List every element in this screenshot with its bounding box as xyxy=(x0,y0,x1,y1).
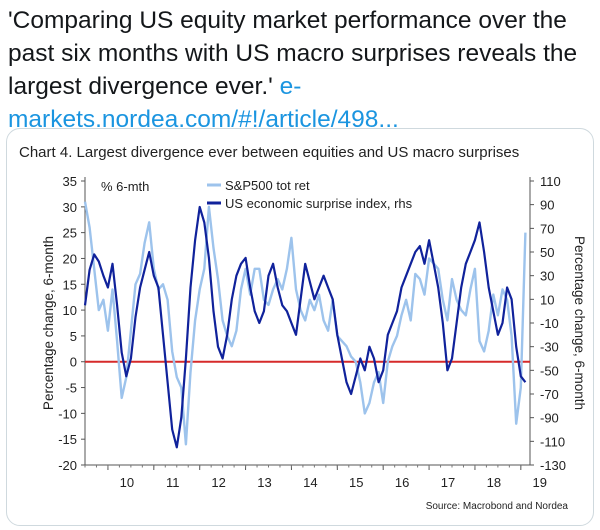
legend-label-sp500: S&P500 tot ret xyxy=(225,178,310,193)
x-tick-label: 10 xyxy=(120,475,134,490)
y-tick-label-right: 70 xyxy=(540,221,554,236)
x-tick-label: 14 xyxy=(303,475,317,490)
y-tick-label-right: -90 xyxy=(540,411,559,426)
y-tick-label-left: -15 xyxy=(58,432,77,447)
x-tick-label: 17 xyxy=(441,475,455,490)
y-tick-label-left: 0 xyxy=(70,355,77,370)
plot-area: 35302520151050-5-10-15-201109070503010-1… xyxy=(41,174,587,512)
series-line-sp500 xyxy=(83,201,527,446)
y-tick-label-left: 15 xyxy=(63,277,77,292)
y-tick-label-right: 50 xyxy=(540,245,554,260)
chart: Chart 4. Largest divergence ever between… xyxy=(19,144,587,512)
legend-label-surprise: US economic surprise index, rhs xyxy=(225,196,413,211)
y-tick-label-left: -10 xyxy=(58,406,77,421)
y-tick-label-left: 5 xyxy=(70,329,77,344)
y-tick-label-left: 10 xyxy=(63,303,77,318)
y-tick-label-right: 10 xyxy=(540,292,554,307)
chart-card[interactable]: Chart 4. Largest divergence ever between… xyxy=(6,128,594,526)
y-tick-label-left: 25 xyxy=(63,226,77,241)
y-tick-label-right: -70 xyxy=(540,387,559,402)
y-tick-label-right: -50 xyxy=(540,363,559,378)
y-tick-label-left: 35 xyxy=(63,174,77,189)
y-tick-label-right: -10 xyxy=(540,316,559,331)
x-tick-label: 19 xyxy=(533,475,547,490)
y-tick-label-right: -110 xyxy=(540,434,565,449)
y-tick-label-left: -20 xyxy=(58,458,77,473)
y-tick-label-right: 90 xyxy=(540,198,554,213)
y-tick-label-right: 110 xyxy=(540,174,561,189)
x-tick-label: 11 xyxy=(166,475,180,490)
x-tick-label: 12 xyxy=(211,475,225,490)
y-tick-label-left: -5 xyxy=(65,381,77,396)
y-tick-label-left: 30 xyxy=(63,200,77,215)
series-line-surprise-index xyxy=(83,205,527,449)
inner-label: % 6-mth xyxy=(101,179,149,194)
x-tick-label: 18 xyxy=(487,475,501,490)
tweet-body: 'Comparing US equity market performance … xyxy=(8,7,578,100)
x-tick-label: 13 xyxy=(257,475,271,490)
chart-title: Chart 4. Largest divergence ever between… xyxy=(19,144,519,161)
source-note: Source: Macrobond and Nordea xyxy=(426,501,569,512)
y-tick-label-right: 30 xyxy=(540,269,554,284)
y-axis-label-left: Percentage change, 6-month xyxy=(41,236,56,410)
y-tick-label-right: -130 xyxy=(540,458,566,473)
tweet-text: 'Comparing US equity market performance … xyxy=(8,4,593,136)
y-axis-label-right: Percentage change, 6-month xyxy=(572,236,587,410)
x-tick-label: 16 xyxy=(395,475,409,490)
x-tick-label: 15 xyxy=(349,475,363,490)
y-tick-label-right: -30 xyxy=(540,340,559,355)
y-tick-label-left: 20 xyxy=(63,251,77,266)
